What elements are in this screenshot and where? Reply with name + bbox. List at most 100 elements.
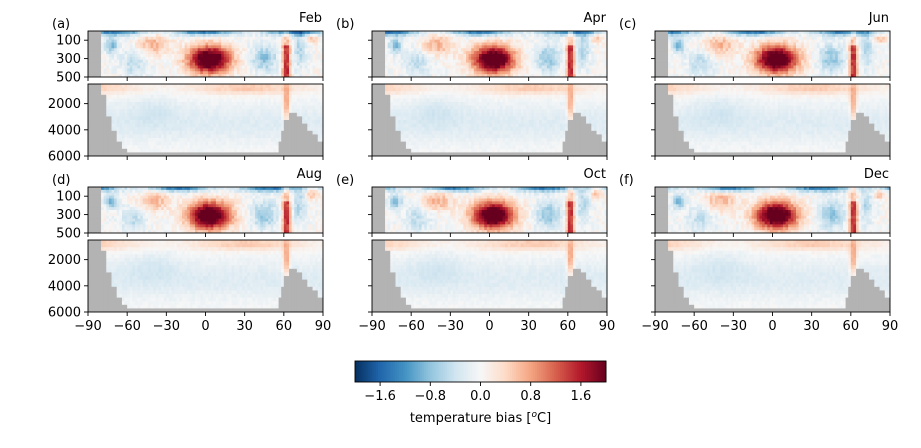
heatmap-cell [492,56,496,61]
heatmap-cell [307,42,311,46]
heatmap-cell [289,105,293,110]
heatmap-cell [93,152,97,156]
heatmap-cell [445,36,449,41]
heatmap-cell [554,51,558,55]
heatmap-cell [283,68,288,72]
heatmap-cell [526,62,530,67]
heatmap-cell [302,145,306,150]
heatmap-cell [119,130,123,135]
heatmap-cell [481,71,485,75]
heatmap-cell [541,59,545,64]
heatmap-cell [390,138,394,143]
heatmap-cell [291,59,295,64]
heatmap-cell [176,74,180,77]
heatmap-cell [192,39,196,44]
heatmap-cell [374,109,378,114]
heatmap-cell [539,68,543,72]
heatmap-cell [137,152,141,156]
heatmap-cell [276,127,280,132]
heatmap-cell [374,91,378,96]
heatmap-cell [101,51,105,55]
heatmap-cell [317,68,321,72]
heatmap-cell [187,145,191,150]
heatmap-cell [583,65,587,69]
heatmap-cell [119,59,123,64]
heatmap-cell [604,56,607,61]
heatmap-cell [103,141,107,146]
heatmap-cell [372,105,376,110]
heatmap-cell [445,51,449,55]
heatmap-cell [299,45,303,49]
heatmap-cell [265,109,269,114]
heatmap-cell [234,45,238,49]
heatmap-cell [276,141,280,146]
heatmap-cell [192,45,196,49]
heatmap-cell [392,42,397,46]
heatmap-cell [502,65,506,69]
heatmap-cell [520,65,525,69]
heatmap-cell [557,36,561,41]
heatmap-cell [299,120,303,125]
heatmap-cell [244,36,248,41]
heatmap-cell [398,84,402,89]
heatmap-cell [95,98,100,103]
heatmap-cell [424,45,428,49]
heatmap-cell [200,48,204,52]
heatmap-cell [481,54,485,58]
heatmap-cell [426,31,431,35]
heatmap-cell [385,62,389,67]
heatmap-cell [166,120,170,125]
heatmap-cell [137,134,141,139]
heatmap-cell [197,56,201,61]
heatmap-cell [262,36,267,41]
heatmap-cell [466,68,470,72]
heatmap-cell [223,152,227,156]
heatmap-cell [580,71,585,75]
heatmap-cell [270,91,274,96]
heatmap-cell [179,116,183,121]
heatmap-cell [492,51,496,55]
heatmap-cell [455,65,459,69]
heatmap-cell [476,54,480,58]
heatmap-cell [132,127,136,132]
heatmap-cell [236,42,241,46]
heatmap-cell [210,48,214,52]
heatmap-cell [231,48,235,52]
heatmap-cell [166,39,170,44]
heatmap-cell [116,48,120,52]
heatmap-cell [106,59,110,64]
heatmap-cell [262,127,267,132]
heatmap-cell [197,54,201,58]
heatmap-cell [145,116,149,121]
heatmap-cell [192,54,196,58]
heatmap-cell [218,112,222,117]
heatmap-cell [166,74,170,77]
heatmap-cell [382,145,386,150]
heatmap-cell [265,59,269,64]
heatmap-cell [395,116,399,121]
heatmap-cell [560,74,564,77]
heatmap-cell [546,36,551,41]
heatmap-cell [395,33,399,38]
heatmap-cell [395,74,399,77]
heatmap-cell [249,116,254,121]
heatmap-cell [158,109,162,114]
heatmap-cell [398,145,402,150]
heatmap-cell [260,65,264,69]
heatmap-cell [187,33,191,38]
heatmap-cell [549,48,553,52]
heatmap-cell [309,91,314,96]
heatmap-cell [309,120,314,125]
heatmap-cell [242,98,246,103]
heatmap-cell [93,74,97,77]
heatmap-cell [182,112,186,117]
heatmap-cell [260,145,264,150]
heatmap-cell [184,123,188,128]
heatmap-cell [315,31,319,35]
heatmap-cell [429,65,433,69]
heatmap-cell [528,59,532,64]
heatmap-cell [137,62,141,67]
heatmap-cell [108,45,113,49]
heatmap-cell [148,48,152,52]
heatmap-cell [299,127,303,132]
